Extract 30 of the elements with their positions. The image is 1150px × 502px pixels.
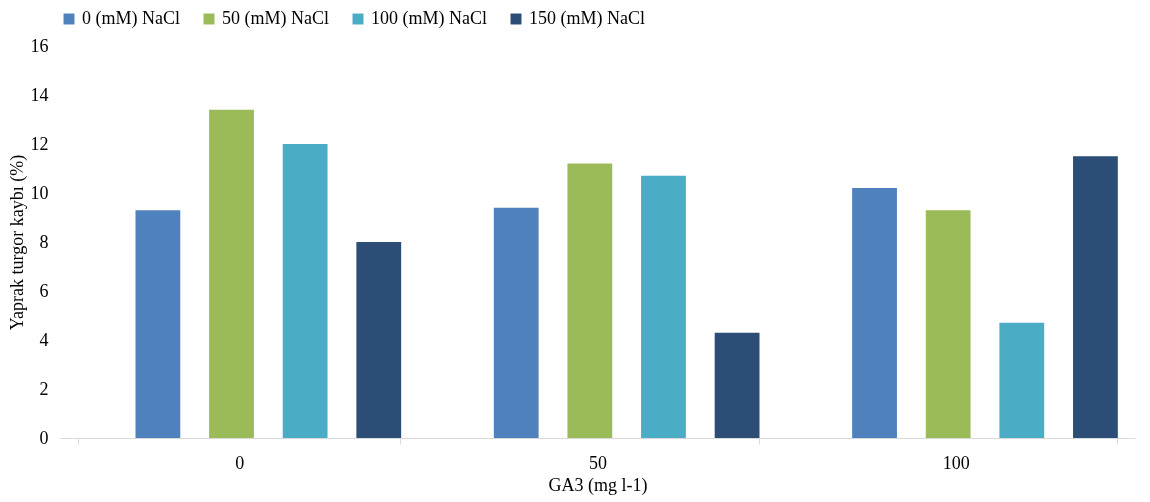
- bar: [282, 144, 328, 438]
- bar: [493, 207, 539, 438]
- bar: [135, 210, 181, 438]
- bar: [641, 175, 686, 438]
- legend-label: 150 (mM) NaCl: [529, 8, 645, 29]
- y-axis-title: Yaprak turgor kaybı (%): [6, 154, 28, 331]
- bar: [852, 188, 897, 438]
- bar: [714, 332, 760, 438]
- y-tick-label: 14: [30, 84, 49, 105]
- y-tick-label: 8: [39, 231, 49, 252]
- legend-label: 50 (mM) NaCl: [222, 8, 329, 29]
- bar: [925, 210, 971, 438]
- y-tick-label: 10: [30, 182, 49, 203]
- y-tick-label: 6: [39, 280, 49, 301]
- bar: [356, 242, 402, 438]
- bar: [999, 322, 1045, 438]
- y-tick-label: 16: [30, 35, 49, 56]
- y-tick-label: 2: [39, 378, 49, 399]
- y-tick-label: 0: [39, 427, 49, 448]
- legend-label: 100 (mM) NaCl: [371, 8, 487, 29]
- y-tick-label: 4: [39, 329, 49, 350]
- x-tick-label: 100: [942, 452, 970, 473]
- bar: [1073, 156, 1118, 438]
- bar: [209, 109, 254, 438]
- x-tick-label: 50: [589, 452, 607, 473]
- x-tick-label: 0: [235, 452, 245, 473]
- y-tick-label: 12: [30, 133, 49, 154]
- legend-label: 0 (mM) NaCl: [82, 8, 180, 29]
- bar: [567, 163, 613, 438]
- x-axis-title: GA3 (mg l-1): [548, 474, 648, 496]
